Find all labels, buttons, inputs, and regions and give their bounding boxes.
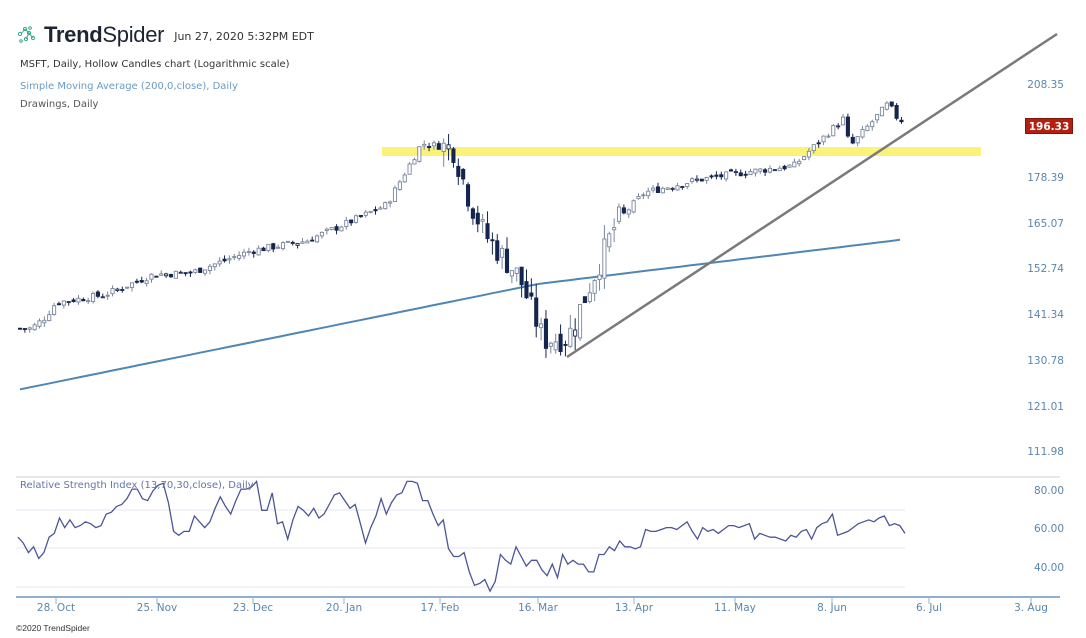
trendline-drawing[interactable]	[566, 32, 1058, 359]
price-axis-label: 111.98	[1027, 446, 1064, 458]
price-axis-label: 165.07	[1027, 218, 1064, 230]
x-axis-label: 17. Feb	[420, 602, 460, 614]
x-axis-label: 3. Aug	[1014, 602, 1048, 614]
chart-legend-main[interactable]: MSFT, Daily, Hollow Candles chart (Logar…	[20, 59, 290, 70]
chart-legend-drawings[interactable]: Drawings, Daily	[20, 99, 99, 110]
rsi-axis-label: 80.00	[1033, 485, 1064, 497]
x-axis-label: 11. May	[714, 602, 756, 614]
last-price-badge: 196.33	[1025, 118, 1073, 134]
candlestick-series	[17, 101, 904, 358]
rsi-line	[17, 479, 906, 593]
x-axis-label: 28. Oct	[36, 602, 76, 614]
copyright-footer: ©2020 TrendSpider	[16, 623, 90, 633]
price-axis-label: 121.01	[1027, 401, 1064, 413]
price-axis-label: 141.34	[1027, 309, 1064, 321]
price-axis-label: 178.39	[1027, 172, 1064, 184]
rsi-axis-label: 40.00	[1033, 562, 1064, 574]
x-axis-label: 23. Dec	[232, 602, 274, 614]
rsi-axis-label: 60.00	[1033, 523, 1064, 535]
x-axis-label: 6. Jul	[915, 602, 943, 614]
rsi-legend[interactable]: Relative Strength Index (13,70,30,close)…	[20, 480, 254, 491]
x-axis-label: 20. Jan	[325, 602, 363, 614]
spider-web-dots-icon	[17, 26, 36, 43]
x-axis-ticks	[55, 597, 1032, 604]
x-axis-label: 8. Jun	[817, 602, 847, 614]
x-axis-label: 25. Nov	[136, 602, 178, 614]
chart-legend-sma[interactable]: Simple Moving Average (200,0,close), Dai…	[20, 81, 238, 92]
resistance-zone[interactable]	[382, 147, 981, 156]
x-axis-label: 16. Mar	[518, 602, 558, 614]
price-axis-label: 152.74	[1027, 263, 1064, 275]
sma-200-line	[19, 238, 901, 391]
brand-logo: TrendSpider	[44, 22, 165, 47]
x-axis-label: 13. Apr	[614, 602, 654, 614]
chart-timestamp: Jun 27, 2020 5:32PM EDT	[174, 30, 314, 43]
price-axis-label: 208.35	[1027, 79, 1064, 91]
header: TrendSpider Jun 27, 2020 5:32PM EDT	[16, 22, 314, 48]
price-axis-label: 130.78	[1027, 355, 1064, 367]
